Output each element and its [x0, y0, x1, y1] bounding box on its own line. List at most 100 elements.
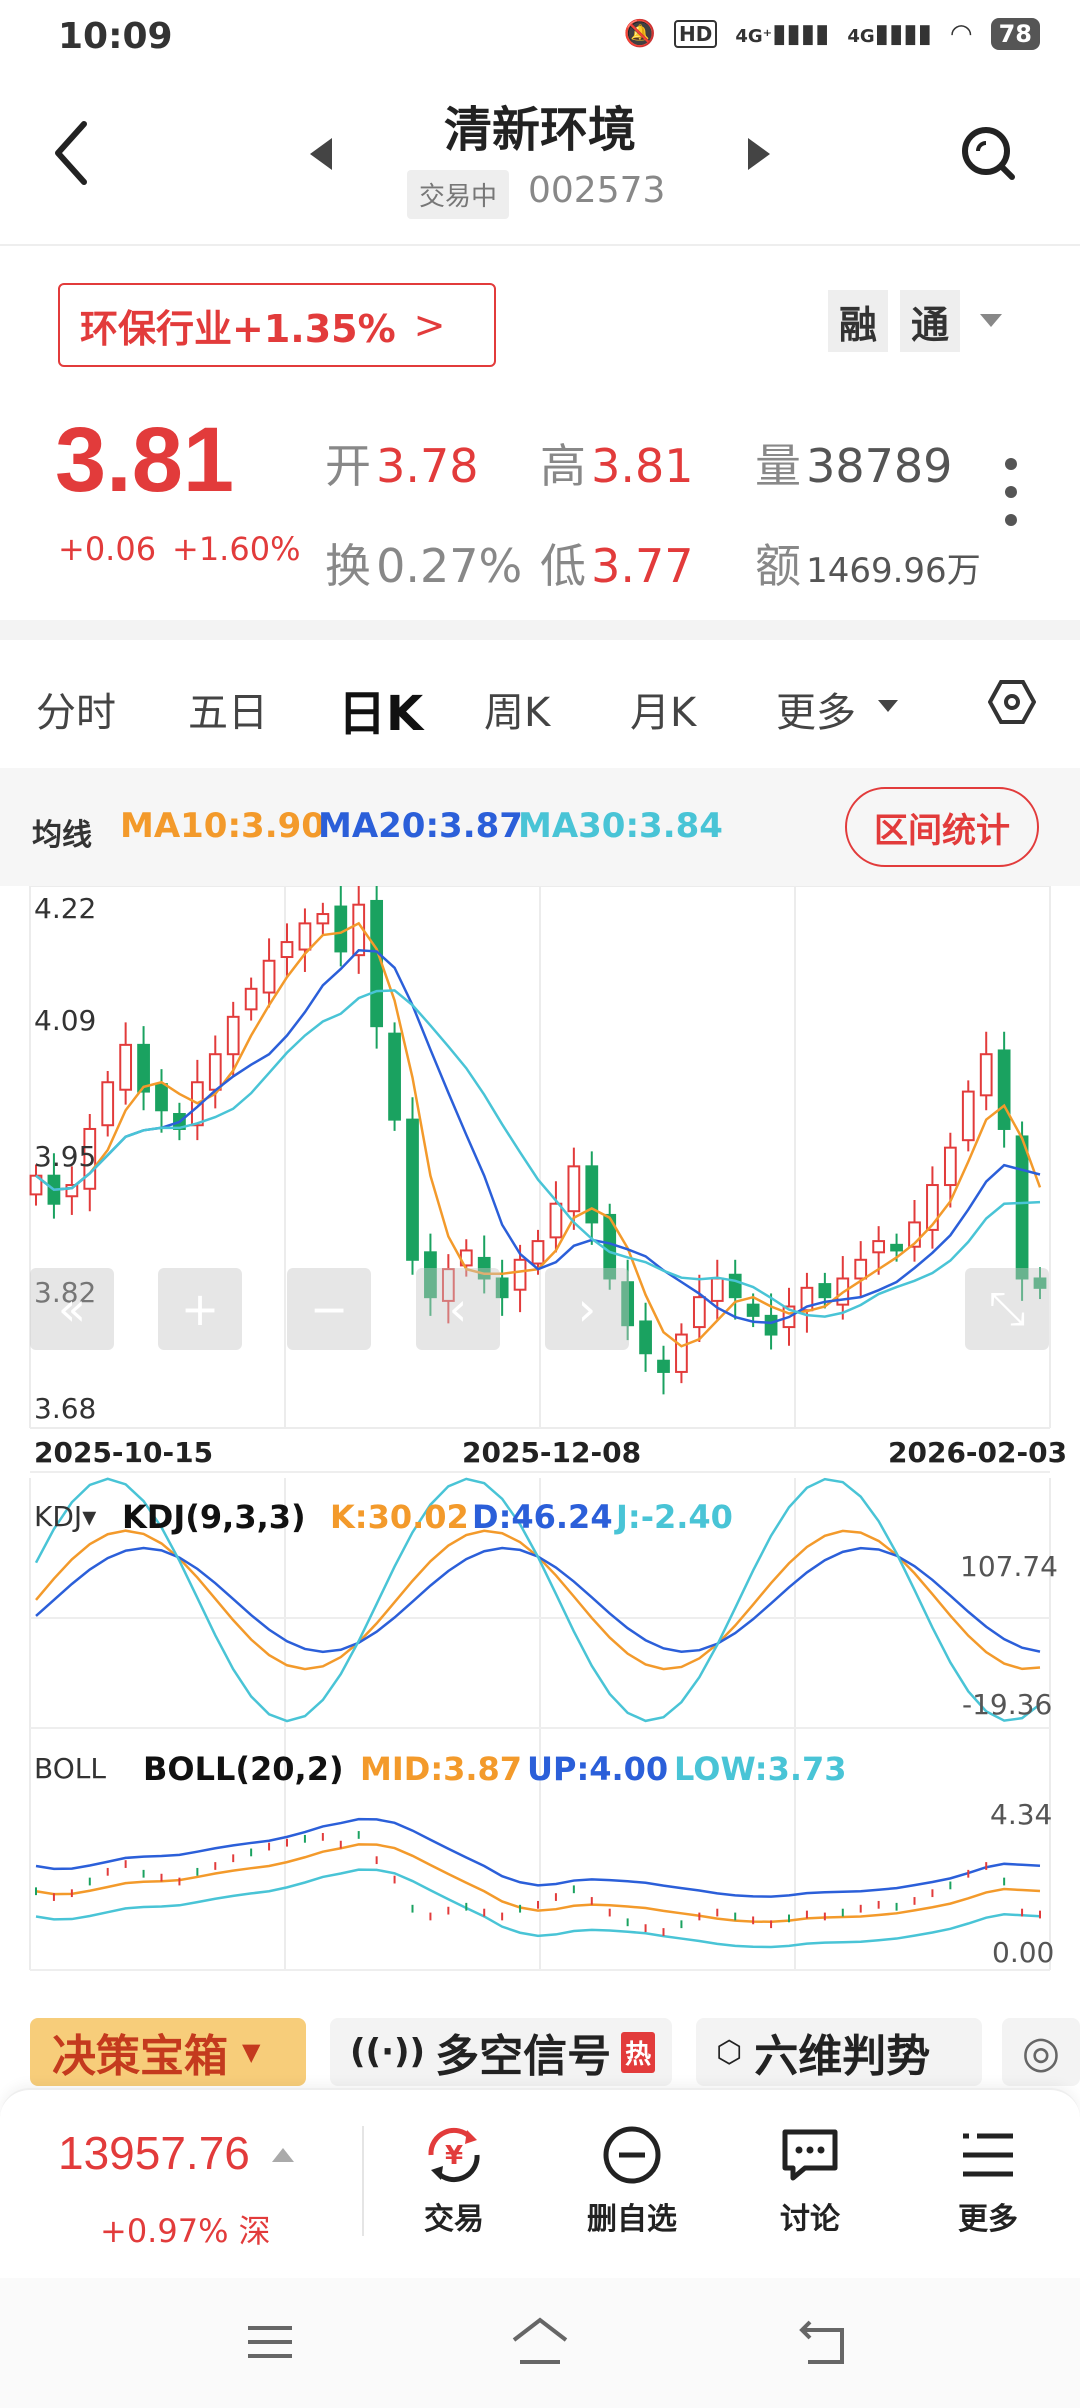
boll-title: BOLL(20,2) [143, 1750, 344, 1788]
section-gap [0, 620, 1080, 640]
back-nav-icon[interactable] [798, 2318, 848, 2366]
settings-hex-icon[interactable] [988, 678, 1036, 726]
price-change: +0.06 [58, 530, 157, 568]
connect-tag: 通 [900, 290, 960, 352]
candle [406, 1118, 419, 1261]
margin-tag: 融 [828, 290, 888, 352]
hexagon-six-icon: ⬡ [716, 2034, 743, 2070]
candle [298, 922, 312, 951]
x-tick: 2026-02-03 [888, 1436, 1068, 1469]
candle [890, 1243, 903, 1252]
candle [657, 1359, 670, 1373]
long-short-signal-tab[interactable]: ((·)) 多空信号热 [330, 2018, 672, 2086]
index-up-icon [272, 2148, 294, 2162]
tab-daily-k[interactable]: 日K [338, 686, 424, 742]
header-divider [0, 244, 1080, 246]
more-features-icon[interactable]: ◎ [1002, 2018, 1080, 2086]
ma-label: 均线 [32, 818, 92, 853]
boll-low: LOW:3.73 [674, 1750, 847, 1788]
candle [997, 1049, 1011, 1130]
candle [818, 1283, 832, 1299]
remove-watchlist-button[interactable]: 删自选 [562, 2120, 702, 2238]
fullscreen-button[interactable]: ⤡ [965, 1268, 1049, 1350]
boll-selector[interactable]: BOLL [34, 1752, 106, 1785]
page-title: 清新环境 [443, 102, 636, 158]
discussion-button[interactable]: 讨论 [740, 2120, 880, 2238]
candle [585, 1165, 599, 1224]
trade-button[interactable]: ¥ 交易 [384, 2120, 524, 2238]
candle [872, 1240, 886, 1254]
next-stock-icon[interactable] [748, 138, 770, 170]
kdj-j-line [34, 1477, 1041, 1723]
range-stats-button[interactable]: 区间统计 [845, 787, 1039, 867]
zoom-in-button[interactable]: + [158, 1268, 242, 1350]
kdj-selector[interactable]: KDJ▾ [34, 1500, 97, 1533]
prev-stock-icon[interactable] [310, 138, 332, 170]
more-caret-icon [878, 700, 898, 712]
kdj-j: J:-2.40 [616, 1498, 733, 1536]
six-dimension-tab[interactable]: ⬡ 六维判势 [696, 2018, 982, 2086]
bottom-action-bar [0, 2088, 1080, 2280]
price-change-pct: +1.60% [172, 530, 301, 568]
stat-amount: 额 1469.96万 [755, 539, 981, 593]
candle [1033, 1277, 1047, 1289]
status-icons: 🔕 HD 4G⁺▮▮▮▮ 4G▮▮▮▮ ◠ 78 [624, 18, 1040, 50]
menu-icon[interactable] [246, 2322, 294, 2362]
home-icon[interactable] [510, 2316, 570, 2366]
stat-low: 低 3.77 [540, 539, 694, 593]
candle [424, 1251, 437, 1299]
caret-down-icon[interactable] [980, 314, 1002, 327]
stat-turnover: 换 0.27% [325, 539, 523, 593]
index-value[interactable]: 13957.76 [58, 2127, 250, 2179]
candle [65, 1184, 79, 1198]
hd-icon: HD [673, 20, 718, 48]
candle [280, 941, 294, 959]
candle [244, 987, 258, 1011]
mute-icon: 🔕 [623, 19, 656, 49]
decision-box-tab[interactable]: 决策宝箱 ▼ [30, 2018, 306, 2086]
candle [621, 1281, 635, 1327]
kline-chart[interactable] [0, 886, 1080, 1986]
candle [477, 1256, 491, 1280]
chat-icon [782, 2129, 838, 2181]
tab-intraday[interactable]: 分时 [36, 690, 116, 736]
tab-weekly-k[interactable]: 周K [484, 690, 551, 736]
boll-mid: MID:3.87 [360, 1750, 523, 1788]
svg-text:¥: ¥ [445, 2141, 463, 2171]
tab-five-day[interactable]: 五日 [188, 690, 268, 736]
stat-open: 开 3.78 [325, 439, 479, 493]
kdj-d: D:46.24 [472, 1498, 613, 1536]
search-icon[interactable] [960, 125, 1016, 181]
candle [710, 1277, 724, 1302]
y-tick: 3.95 [34, 1140, 97, 1173]
industry-button[interactable]: 环保行业+1.35% > [58, 283, 496, 367]
candle [639, 1320, 652, 1355]
y-tick: 3.82 [34, 1276, 97, 1309]
back-icon[interactable] [50, 118, 90, 188]
wifi-icon: ◠ [949, 19, 973, 49]
more-stats-icon[interactable] [1005, 458, 1019, 542]
signal-4g-icon: 4G▮▮▮▮ [847, 19, 932, 49]
stat-high: 高 3.81 [540, 439, 694, 493]
candle [926, 1184, 939, 1231]
scroll-left-button[interactable]: ‹ [416, 1268, 500, 1350]
candle [226, 1015, 240, 1056]
candle [513, 1258, 527, 1291]
more-button[interactable]: 更多 [918, 2120, 1058, 2238]
candle [262, 959, 276, 994]
trading-status-badge: 交易中 [407, 170, 510, 219]
scroll-left-far-button[interactable]: « [30, 1268, 114, 1350]
kdj-title: KDJ(9,3,3) [122, 1498, 306, 1536]
zoom-out-button[interactable]: − [287, 1268, 371, 1350]
candle [764, 1314, 778, 1336]
candle [531, 1240, 545, 1265]
bottom-separator [362, 2126, 364, 2236]
candle [155, 1083, 168, 1112]
tab-more[interactable]: 更多 [776, 690, 856, 736]
boll-up: UP:4.00 [527, 1750, 669, 1788]
candle [979, 1053, 993, 1097]
candle [854, 1258, 868, 1280]
tab-monthly-k[interactable]: 月K [630, 690, 697, 736]
scroll-right-button[interactable]: › [545, 1268, 629, 1350]
system-nav-bar [0, 2278, 1080, 2408]
